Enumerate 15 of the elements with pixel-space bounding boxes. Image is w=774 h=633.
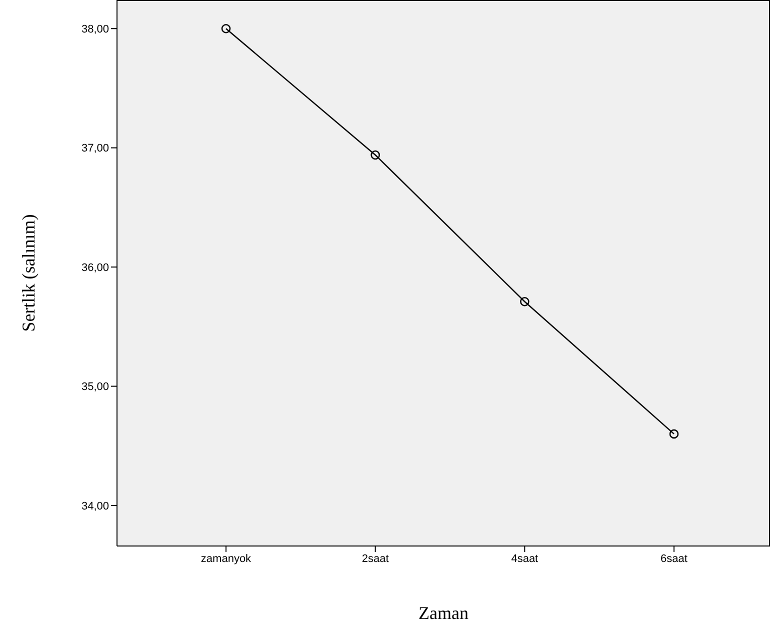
y-tick-label: 36,00 — [81, 262, 109, 274]
x-tick-label: 4saat — [511, 552, 538, 565]
y-tick-label: 37,00 — [81, 142, 109, 155]
x-tick-label: 2saat — [362, 552, 389, 565]
y-tick-label: 35,00 — [81, 381, 109, 394]
point — [520, 296, 530, 306]
point — [221, 24, 231, 34]
y-axis-title: Sertlik (salınım) — [18, 214, 38, 332]
y-tick-label: 34,00 — [81, 500, 109, 512]
x-tick-label: zamanyok — [200, 552, 252, 565]
x-tick-label: 6saat — [660, 552, 688, 565]
point — [370, 150, 380, 160]
y-tick-label: 38,00 — [81, 24, 109, 36]
x-axis-title: Zaman — [418, 603, 468, 623]
point — [669, 429, 679, 439]
